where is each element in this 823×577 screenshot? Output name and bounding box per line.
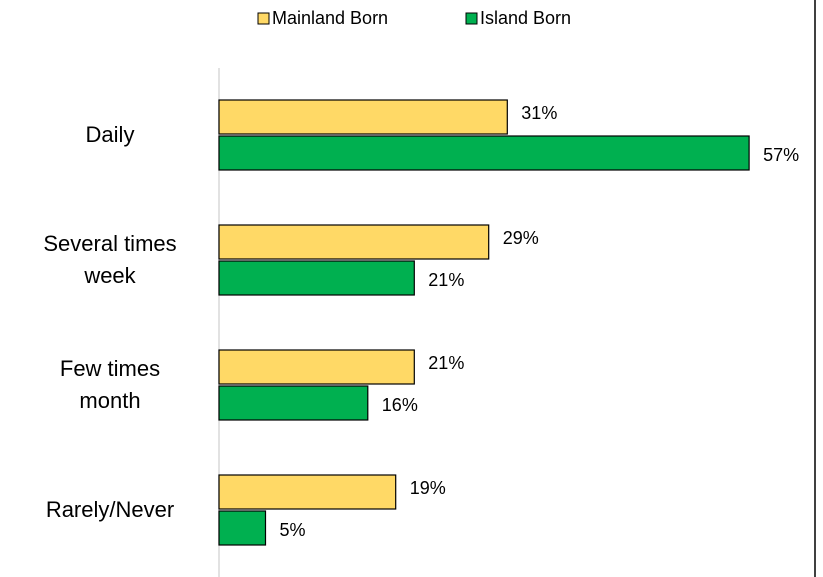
data-label: 31% [521, 103, 557, 123]
data-label: 29% [503, 228, 539, 248]
legend-swatch [465, 12, 478, 25]
bar [218, 224, 490, 260]
legend-label: Island Born [480, 8, 571, 28]
data-label: 19% [410, 478, 446, 498]
category-label: Few times month [59, 356, 161, 413]
data-label: 5% [280, 520, 306, 540]
bar [218, 349, 415, 385]
data-label: 21% [428, 353, 464, 373]
bar [218, 510, 267, 546]
bar [218, 474, 397, 510]
data-label: 16% [382, 395, 418, 415]
category-label: Daily [85, 122, 135, 147]
bar [218, 260, 415, 296]
legend-swatch [257, 12, 270, 25]
legend-label: Mainland Born [272, 8, 388, 28]
bar [218, 135, 750, 171]
bar [218, 385, 369, 421]
category-label: Several times week [43, 231, 177, 288]
bar [218, 99, 508, 135]
data-label: 21% [428, 270, 464, 290]
data-label: 57% [763, 145, 799, 165]
category-label: Rarely/Never [45, 497, 175, 522]
